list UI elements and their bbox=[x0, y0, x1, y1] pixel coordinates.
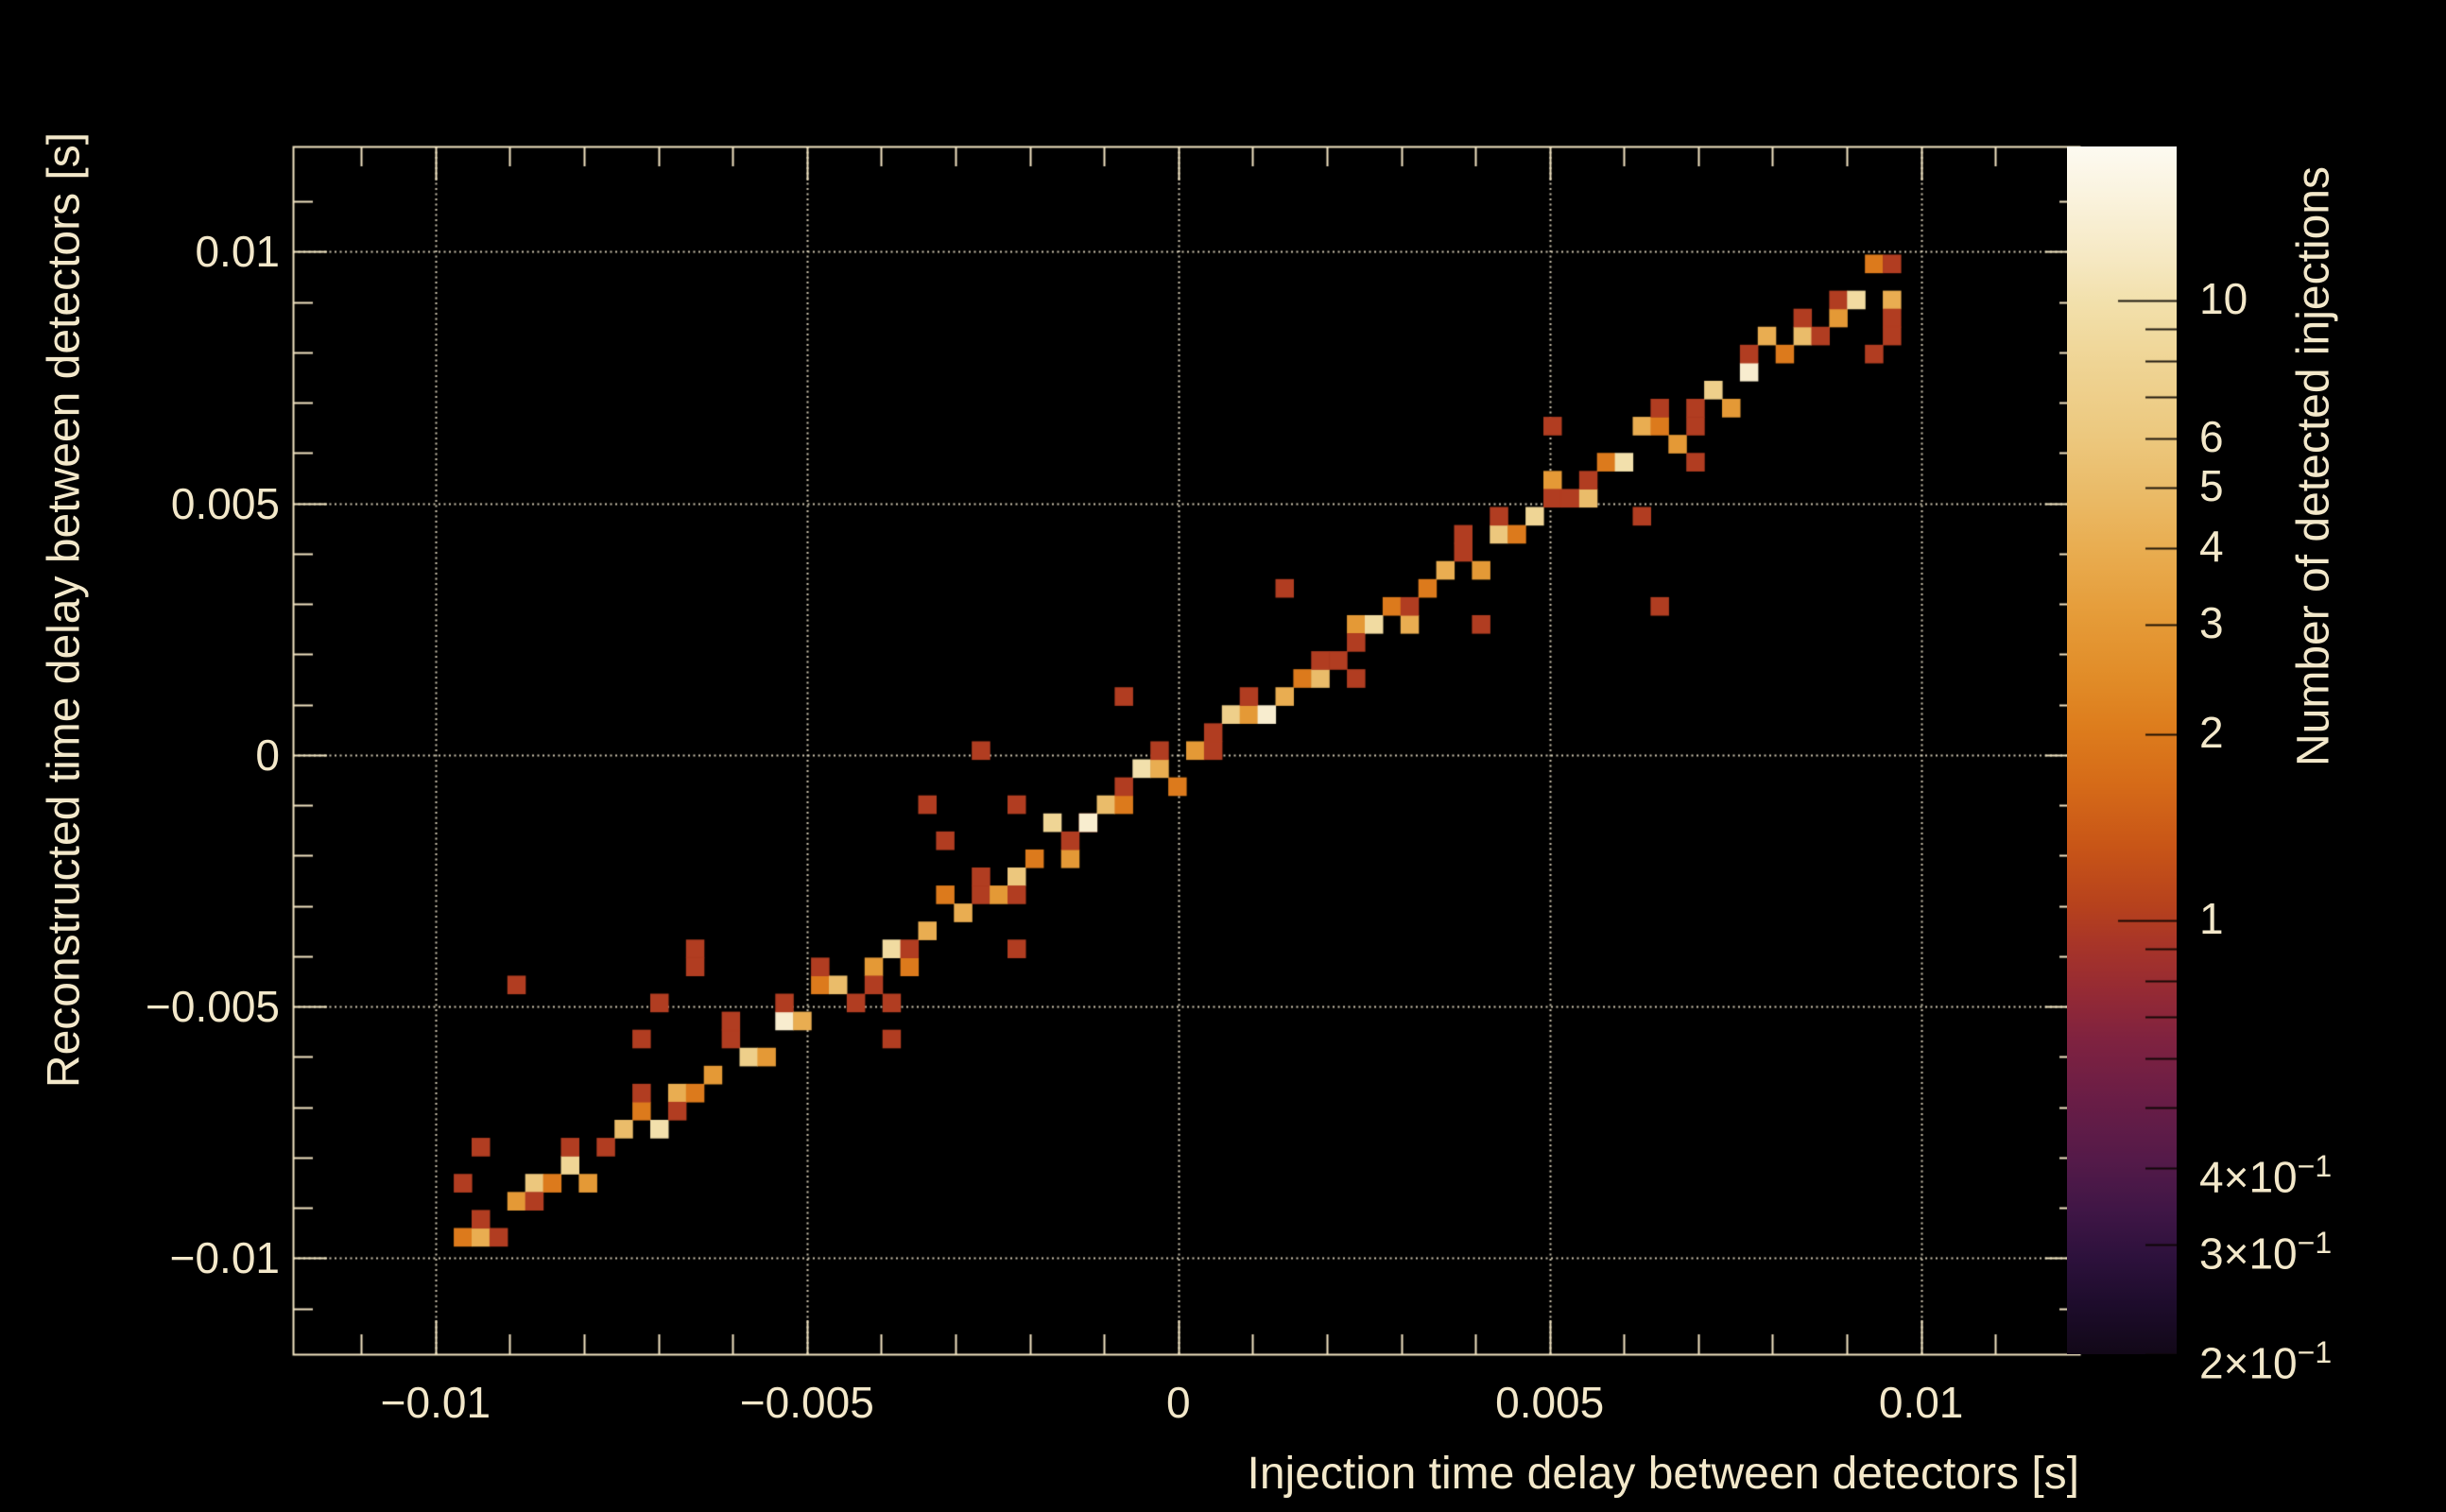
y-tick-label: −0.01 bbox=[169, 1233, 280, 1283]
x-tick-label: 0 bbox=[1165, 1378, 1191, 1427]
colorbar-tick-label: 3 bbox=[2199, 598, 2224, 648]
y-tick-label: 0.005 bbox=[170, 478, 280, 528]
colorbar-tick-label: 2 bbox=[2199, 707, 2224, 757]
y-tick-label: 0 bbox=[255, 730, 280, 780]
x-tick-label: 0.005 bbox=[1495, 1378, 1605, 1427]
colorbar-tick-label: 1 bbox=[2199, 894, 2224, 944]
colorbar-tick-exponent: −1 bbox=[2297, 1148, 2333, 1183]
x-tick-label: −0.005 bbox=[739, 1378, 874, 1427]
x-axis-title: Injection time delay between detectors [… bbox=[1247, 1449, 2079, 1499]
colorbar-tick-label: 10 bbox=[2199, 274, 2248, 324]
x-tick-label: −0.01 bbox=[380, 1378, 491, 1427]
colorbar-ticks-canvas bbox=[2067, 146, 2177, 1354]
y-axis-title: Reconstructed time delay between detecto… bbox=[39, 131, 90, 1089]
colorbar-tick-label: 2×10−1 bbox=[2199, 1335, 2333, 1388]
y-tick-label: −0.005 bbox=[146, 982, 280, 1032]
colorbar-tick-label: 5 bbox=[2199, 460, 2224, 510]
colorbar-tick-label: 4 bbox=[2199, 521, 2224, 571]
colorbar-tick-exponent: −1 bbox=[2297, 1226, 2333, 1261]
colorbar-title: Number of detected injections bbox=[2288, 166, 2339, 767]
y-tick-label: 0.01 bbox=[195, 227, 280, 277]
colorbar-tick-exponent: −1 bbox=[2297, 1335, 2333, 1369]
colorbar-tick-label: 4×10−1 bbox=[2199, 1148, 2333, 1201]
colorbar-tick-label: 3×10−1 bbox=[2199, 1226, 2333, 1279]
x-tick-label: 0.01 bbox=[1878, 1378, 1964, 1427]
colorbar-tick-label: 6 bbox=[2199, 412, 2224, 461]
